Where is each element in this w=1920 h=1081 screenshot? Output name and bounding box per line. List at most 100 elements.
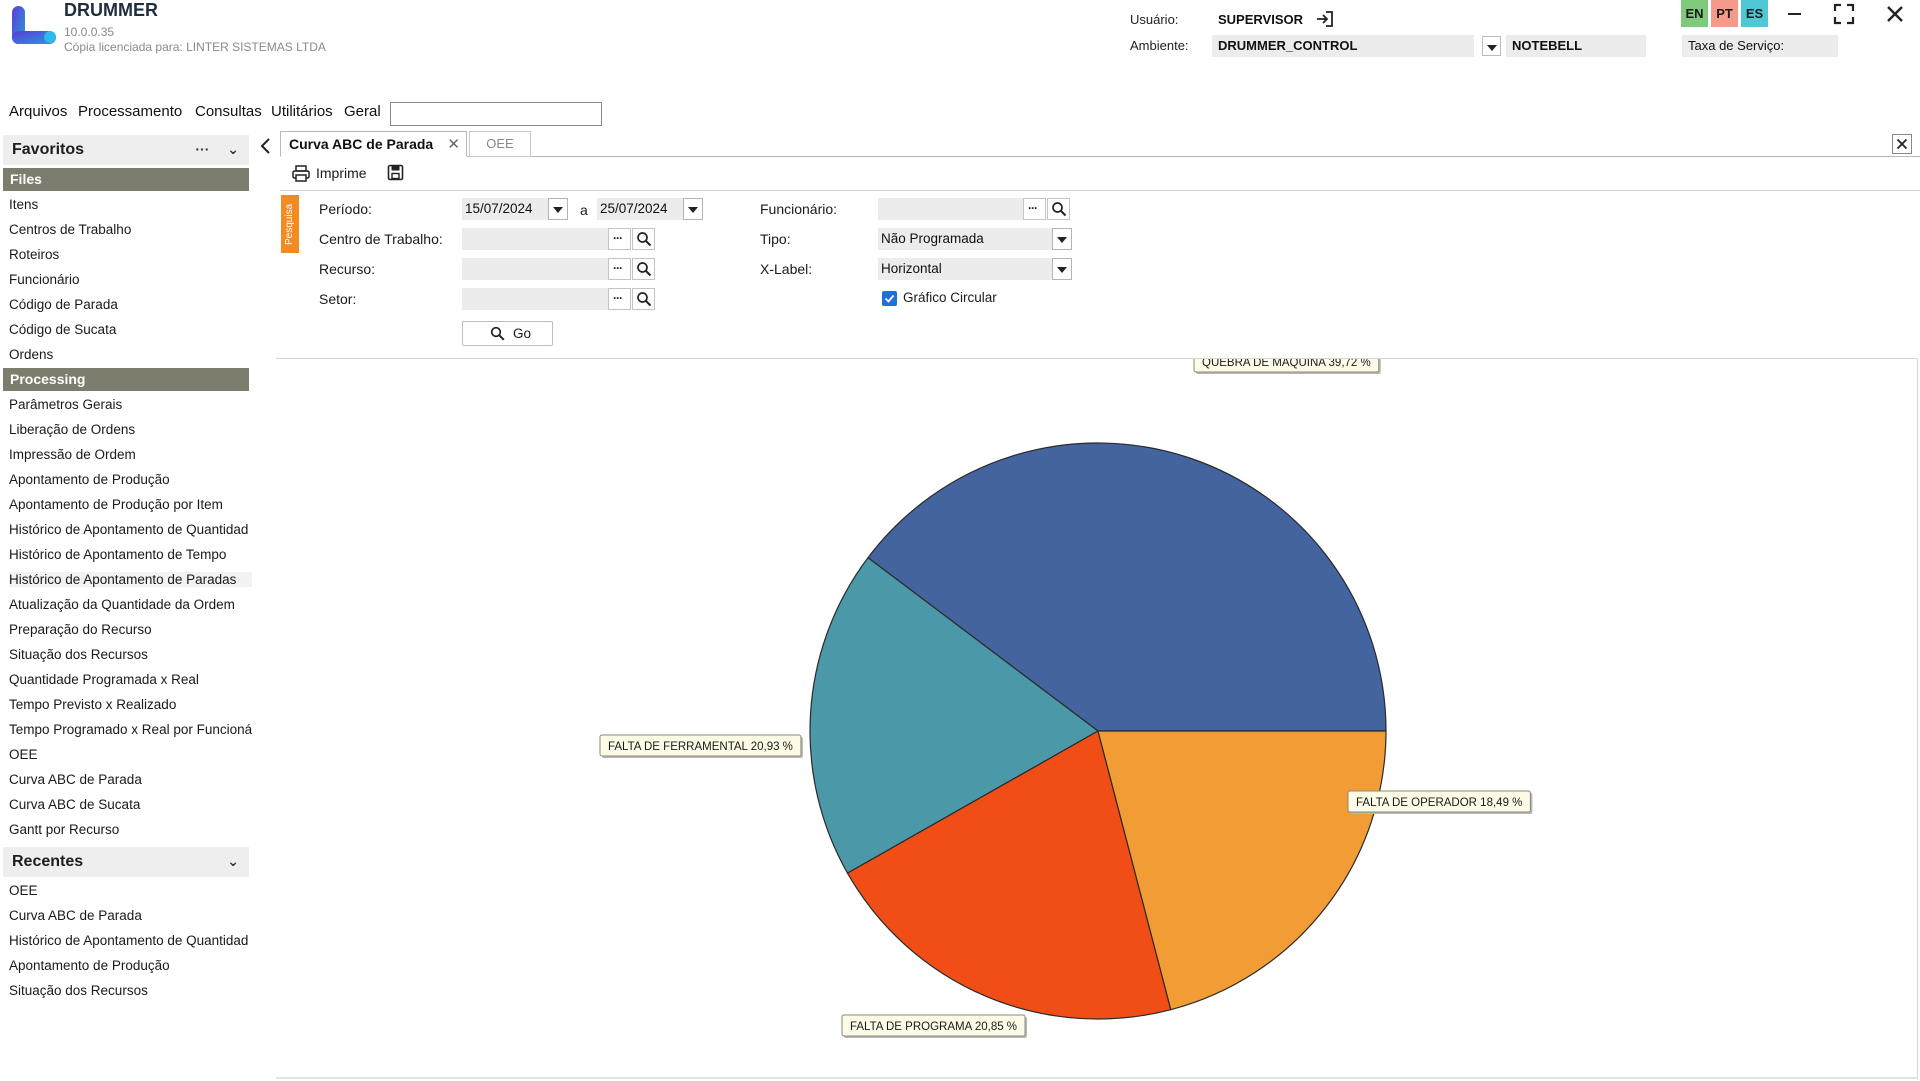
menu-bar: Arquivos Processamento Consultas Utilitá… xyxy=(0,100,620,126)
chart-bottom-border xyxy=(276,1077,1918,1079)
sidebar-item[interactable]: Curva ABC de Parada xyxy=(9,772,142,787)
chart-area: QUEBRA DE MAQUINA 39,72 % FALTA DE OPERAD… xyxy=(276,358,1918,1080)
workcenter-search-button[interactable] xyxy=(632,228,655,250)
sidebar-item[interactable]: Apontamento de Produção xyxy=(9,472,170,487)
sidebar-item[interactable]: OEE xyxy=(9,747,38,762)
resource-input[interactable] xyxy=(462,258,608,280)
pie-slice-label-box xyxy=(841,1014,1026,1037)
sector-label: Setor: xyxy=(319,291,357,307)
menu-utilitarios[interactable]: Utilitários xyxy=(271,103,333,120)
menu-search-input[interactable] xyxy=(390,102,602,126)
period-to-input[interactable]: 25/07/2024 xyxy=(597,198,683,220)
sidebar-item[interactable]: Apontamento de Produção por Item xyxy=(9,497,223,512)
menu-geral[interactable]: Geral xyxy=(344,103,381,120)
sidebar-item[interactable]: Liberação de Ordens xyxy=(9,422,136,437)
recent-item[interactable]: Situação dos Recursos xyxy=(9,983,148,998)
sidebar-item[interactable]: Quantidade Programada x Real xyxy=(9,672,199,687)
sidebar-item[interactable]: Tempo Programado x Real por Funcioná xyxy=(9,722,252,737)
sidebar-item[interactable]: Centros de Trabalho xyxy=(9,222,132,237)
sidebar-item[interactable]: Histórico de Apontamento de Paradas xyxy=(9,572,252,587)
search-panel-tab[interactable]: Pesquisa xyxy=(281,195,299,253)
period-from-dropdown[interactable] xyxy=(548,198,568,220)
sidebar-item[interactable]: Código de Parada xyxy=(9,297,118,312)
employee-label: Funcionário: xyxy=(760,201,838,217)
sidebar-item[interactable]: Parâmetros Gerais xyxy=(9,397,123,412)
employee-search-button[interactable] xyxy=(1047,198,1070,220)
sidebar-item[interactable]: Atualização da Quantidade da Ordem xyxy=(9,597,235,612)
logout-icon[interactable] xyxy=(1316,10,1334,28)
menu-arquivos[interactable]: Arquivos xyxy=(9,103,68,120)
pie-slice-quebra-de-maquina[interactable] xyxy=(867,442,1387,732)
sidebar-group-processing[interactable]: Processing xyxy=(3,368,249,391)
type-dropdown[interactable] xyxy=(1052,228,1072,250)
resource-search-button[interactable] xyxy=(632,258,655,280)
chevron-down-icon[interactable]: ⌄ xyxy=(227,853,239,869)
environment-dropdown-button[interactable] xyxy=(1482,36,1501,56)
pie-slice-falta-de-programa[interactable] xyxy=(846,730,1172,1020)
recent-title: Recentes xyxy=(12,853,84,870)
close-icon[interactable] xyxy=(1881,2,1909,26)
sidebar-item[interactable]: Impressão de Ordem xyxy=(9,447,136,462)
workcenter-more-button[interactable]: ··· xyxy=(608,228,631,250)
favorites-header[interactable]: Favoritos ··· ⌄ xyxy=(3,135,249,165)
sidebar-item[interactable]: Tempo Previsto x Realizado xyxy=(9,697,177,712)
pie-chart-checkbox-label[interactable]: Gráfico Circular xyxy=(903,290,997,305)
recent-item[interactable]: Apontamento de Produção xyxy=(9,958,170,973)
go-button[interactable]: Go xyxy=(462,321,553,346)
sector-more-button[interactable]: ··· xyxy=(608,288,631,310)
sidebar-item[interactable]: Ordens xyxy=(9,347,54,362)
tab-oee[interactable]: OEE xyxy=(469,131,531,157)
sidebar-item[interactable]: Gantt por Recurso xyxy=(9,822,120,837)
sector-search-button[interactable] xyxy=(632,288,655,310)
employee-more-button[interactable]: ··· xyxy=(1023,198,1046,220)
employee-input[interactable] xyxy=(878,198,1023,220)
period-separator: a xyxy=(580,202,588,218)
pie-slice-label-box xyxy=(1193,359,1380,373)
pie-slice-falta-de-ferramental[interactable] xyxy=(1097,730,1387,1011)
language-en-button[interactable]: EN xyxy=(1681,0,1708,27)
sidebar-item[interactable]: Curva ABC de Sucata xyxy=(9,797,141,812)
xlabel-select[interactable]: Horizontal xyxy=(878,258,1052,280)
pie-chart-checkbox[interactable] xyxy=(882,291,897,306)
period-from-input[interactable]: 15/07/2024 xyxy=(462,198,548,220)
sidebar-item[interactable]: Histórico de Apontamento de Tempo xyxy=(9,547,227,562)
chevron-left-icon[interactable] xyxy=(258,137,274,155)
chevron-down-icon xyxy=(1057,237,1067,243)
workcenter-input[interactable] xyxy=(462,228,608,250)
more-icon: ··· xyxy=(1028,201,1038,215)
period-to-dropdown[interactable] xyxy=(683,198,703,220)
more-icon[interactable]: ··· xyxy=(195,141,210,157)
sidebar-item[interactable]: Funcionário xyxy=(9,272,80,287)
pie-slice-label-text: QUEBRA DE MAQUINA 39,72 % xyxy=(1202,359,1371,369)
save-icon[interactable] xyxy=(387,164,404,181)
menu-processamento[interactable]: Processamento xyxy=(78,103,183,120)
pie-slice-falta-de-operador[interactable] xyxy=(809,556,1100,874)
environment-select[interactable]: DRUMMER_CONTROL xyxy=(1212,35,1474,57)
fullscreen-icon[interactable] xyxy=(1830,2,1858,26)
sidebar-item[interactable]: Código de Sucata xyxy=(9,322,117,337)
recent-item[interactable]: OEE xyxy=(9,883,38,898)
recent-item[interactable]: Histórico de Apontamento de Quantidad xyxy=(9,933,249,948)
minimize-icon[interactable] xyxy=(1780,2,1808,26)
sidebar-item[interactable]: Itens xyxy=(9,197,39,212)
chevron-down-icon[interactable]: ⌄ xyxy=(227,141,239,157)
sidebar-item[interactable]: Roteiros xyxy=(9,247,60,262)
close-icon[interactable]: ✕ xyxy=(447,136,460,153)
sidebar-item[interactable]: Histórico de Apontamento de Quantidad xyxy=(9,522,249,537)
menu-consultas[interactable]: Consultas xyxy=(195,103,262,120)
tab-curva-abc-parada[interactable]: Curva ABC de Parada ✕ xyxy=(280,131,467,157)
close-icon[interactable] xyxy=(1892,134,1912,154)
type-select[interactable]: Não Programada xyxy=(878,228,1052,250)
chevron-down-icon xyxy=(553,207,563,213)
recent-item[interactable]: Curva ABC de Parada xyxy=(9,908,142,923)
recent-header[interactable]: Recentes ⌄ xyxy=(3,847,249,877)
xlabel-dropdown[interactable] xyxy=(1052,258,1072,280)
sidebar-group-files[interactable]: Files xyxy=(3,168,249,191)
language-pt-button[interactable]: PT xyxy=(1711,0,1738,27)
sidebar-item[interactable]: Preparação do Recurso xyxy=(9,622,152,637)
language-es-button[interactable]: ES xyxy=(1741,0,1768,27)
resource-more-button[interactable]: ··· xyxy=(608,258,631,280)
sidebar-item[interactable]: Situação dos Recursos xyxy=(9,647,148,662)
sector-input[interactable] xyxy=(462,288,608,310)
pie-slice-label-text: FALTA DE PROGRAMA 20,85 % xyxy=(850,1021,1017,1033)
